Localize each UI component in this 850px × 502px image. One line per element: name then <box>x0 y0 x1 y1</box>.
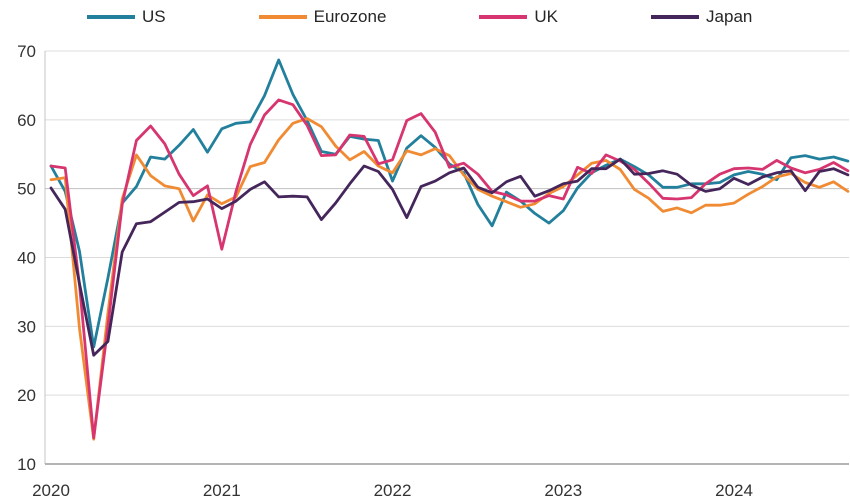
x-tick-label-2022: 2022 <box>374 481 412 500</box>
y-tick-label-20: 20 <box>17 386 36 405</box>
legend-item-uk: UK <box>479 6 558 28</box>
uk-line-swatch-icon <box>479 15 528 19</box>
legend-label-us: US <box>142 7 166 26</box>
us-line-swatch-icon <box>87 15 135 19</box>
legend-label-japan: Japan <box>706 7 753 26</box>
x-tick-label-2023: 2023 <box>544 481 582 500</box>
y-tick-label-10: 10 <box>17 455 36 474</box>
x-tick-label-2021: 2021 <box>203 481 241 500</box>
legend-item-eurozone: Eurozone <box>258 6 387 28</box>
series-line-japan <box>49 157 850 357</box>
y-tick-label-30: 30 <box>17 317 36 336</box>
legend-item-us: US <box>87 6 166 28</box>
legend-item-japan: Japan <box>651 6 752 28</box>
y-tick-label-50: 50 <box>17 180 36 199</box>
series-line-eurozone <box>49 117 850 441</box>
japan-line-swatch-icon <box>651 15 700 19</box>
x-tick-label-2024: 2024 <box>715 481 753 500</box>
chart-legend: US Eurozone UK Japan <box>87 6 752 28</box>
eurozone-line-swatch-icon <box>258 15 307 19</box>
y-tick-label-40: 40 <box>17 249 36 268</box>
legend-label-uk: UK <box>534 7 559 26</box>
y-tick-label-60: 60 <box>17 111 36 130</box>
series-line-uk <box>49 98 850 440</box>
y-tick-label-70: 70 <box>17 42 36 61</box>
legend-label-eurozone: Eurozone <box>313 7 387 26</box>
x-tick-label-2020: 2020 <box>32 481 70 500</box>
